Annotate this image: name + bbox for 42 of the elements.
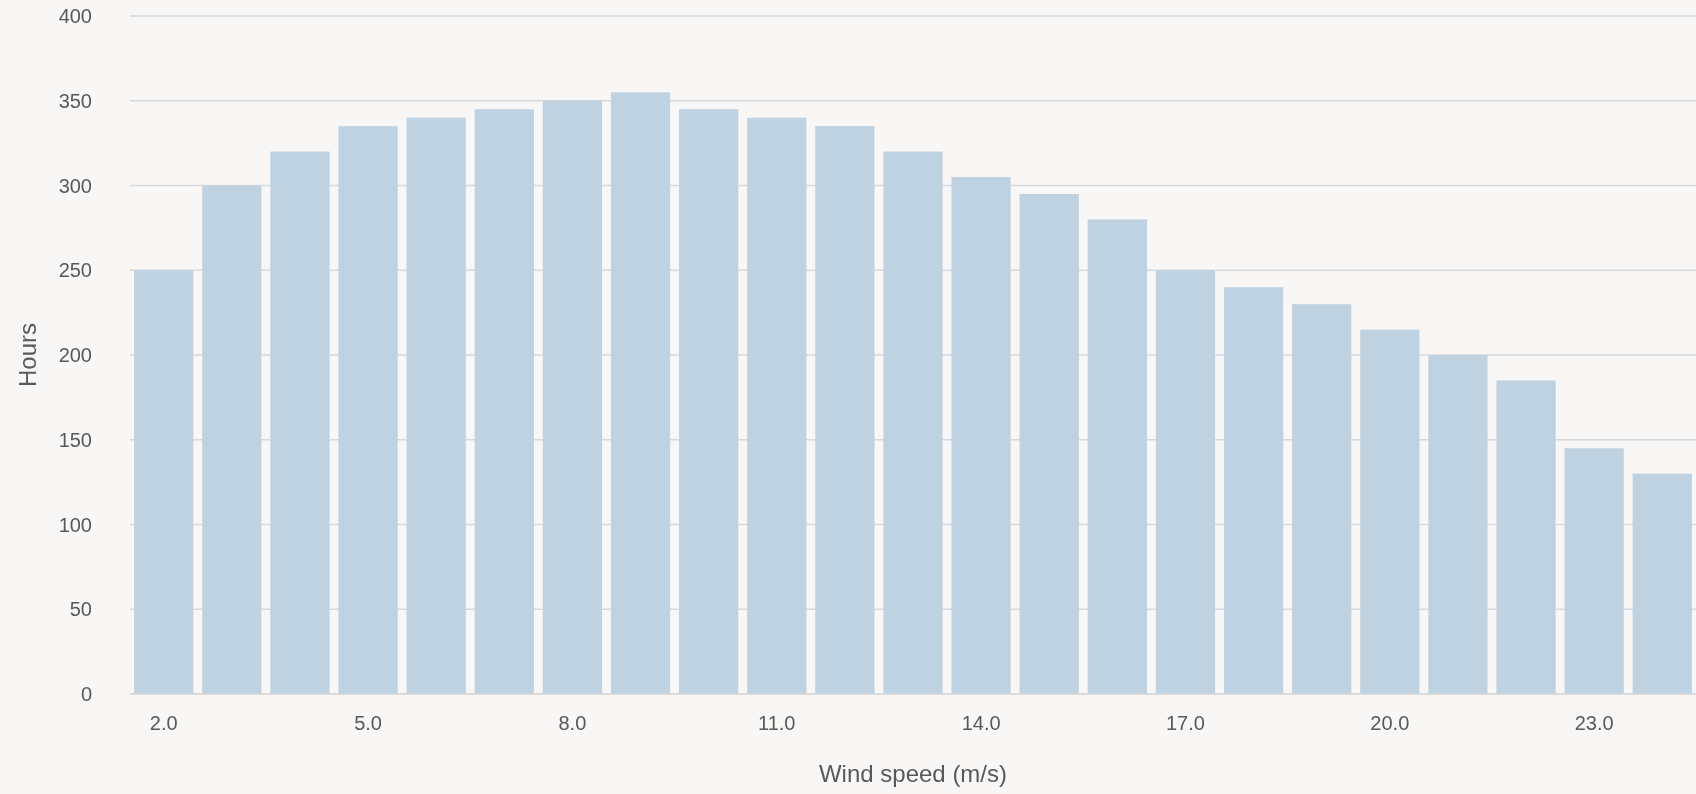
bar	[951, 177, 1011, 694]
x-tick-label: 8.0	[558, 712, 587, 734]
x-tick-label: 23.0	[1574, 712, 1614, 734]
y-tick-label: 350	[58, 89, 92, 112]
y-tick-label: 400	[58, 5, 92, 27]
bar	[1360, 329, 1420, 694]
x-tick-label: 17.0	[1166, 712, 1205, 734]
bar	[1155, 270, 1216, 694]
bar	[1632, 473, 1692, 694]
bar	[134, 270, 194, 694]
bar	[338, 126, 398, 694]
bar	[883, 151, 943, 694]
x-tick-label: 11.0	[758, 712, 796, 734]
bar	[1223, 287, 1284, 694]
y-axis-title: Hours	[14, 322, 41, 388]
bar	[747, 117, 807, 694]
bar	[406, 117, 466, 694]
y-tick-label: 50	[69, 598, 92, 621]
x-tick-label: 20.0	[1370, 712, 1410, 734]
y-tick-label: 0	[80, 683, 92, 705]
x-tick-label: 14.0	[961, 712, 1001, 734]
bar	[610, 92, 671, 694]
y-tick-label: 100	[58, 513, 92, 536]
y-tick-label: 250	[58, 259, 92, 282]
bar	[202, 185, 262, 694]
bar	[270, 151, 330, 694]
x-axis-title: Wind speed (m/s)	[818, 760, 1008, 787]
bar	[1428, 355, 1488, 694]
bar	[474, 109, 534, 694]
bar	[542, 100, 603, 694]
bar	[1087, 219, 1147, 694]
bar	[1019, 193, 1079, 694]
y-tick-label: 150	[58, 428, 92, 451]
bar	[1292, 304, 1352, 694]
bar	[679, 109, 739, 694]
y-tick-label: 300	[58, 174, 92, 197]
bar	[1564, 448, 1624, 694]
x-tick-label: 2.0	[149, 712, 178, 734]
bar	[815, 126, 875, 694]
y-tick-label: 200	[58, 344, 92, 366]
bar	[1496, 380, 1556, 694]
x-tick-label: 5.0	[354, 712, 382, 734]
